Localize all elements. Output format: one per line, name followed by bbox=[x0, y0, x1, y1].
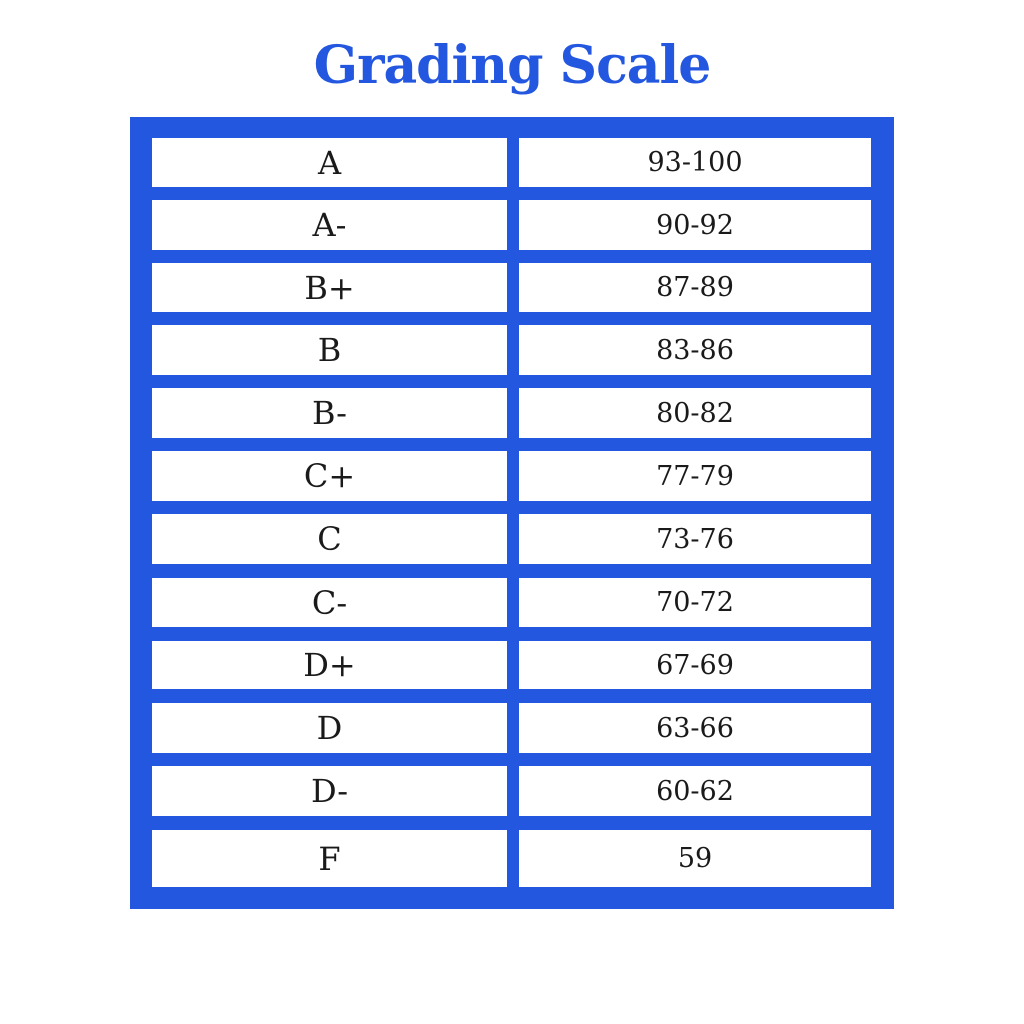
grade-cell-d-plus: D+ bbox=[152, 641, 507, 689]
range-cell-a-minus: 90-92 bbox=[519, 200, 871, 250]
grade-cell-b-minus: B- bbox=[152, 388, 507, 438]
range-cell-d: 63-66 bbox=[519, 703, 871, 753]
grade-cell-f: F bbox=[152, 830, 507, 887]
range-cell-c-minus: 70-72 bbox=[519, 578, 871, 627]
page-title: Grading Scale bbox=[313, 35, 712, 96]
range-cell-a: 93-100 bbox=[519, 138, 871, 187]
range-cell-d-minus: 60-62 bbox=[519, 766, 871, 816]
range-cell-b-plus: 87-89 bbox=[519, 263, 871, 312]
range-cell-d-plus: 67-69 bbox=[519, 641, 871, 689]
range-cell-f: 59 bbox=[519, 830, 871, 887]
grade-cell-a: A bbox=[152, 138, 507, 187]
grade-cell-c-minus: C- bbox=[152, 578, 507, 627]
range-cell-b: 83-86 bbox=[519, 325, 871, 375]
grade-cell-d-minus: D- bbox=[152, 766, 507, 816]
grade-cell-a-minus: A- bbox=[152, 200, 507, 250]
grade-cell-b: B bbox=[152, 325, 507, 375]
range-cell-b-minus: 80-82 bbox=[519, 388, 871, 438]
range-cell-c: 73-76 bbox=[519, 514, 871, 564]
range-cell-c-plus: 77-79 bbox=[519, 451, 871, 501]
grade-cell-c-plus: C+ bbox=[152, 451, 507, 501]
grade-cell-d: D bbox=[152, 703, 507, 753]
grade-cell-c: C bbox=[152, 514, 507, 564]
grade-cell-b-plus: B+ bbox=[152, 263, 507, 312]
grading-table: A 93-100 A- 90-92 B+ 87-89 B 83-86 B- 80… bbox=[130, 117, 894, 909]
